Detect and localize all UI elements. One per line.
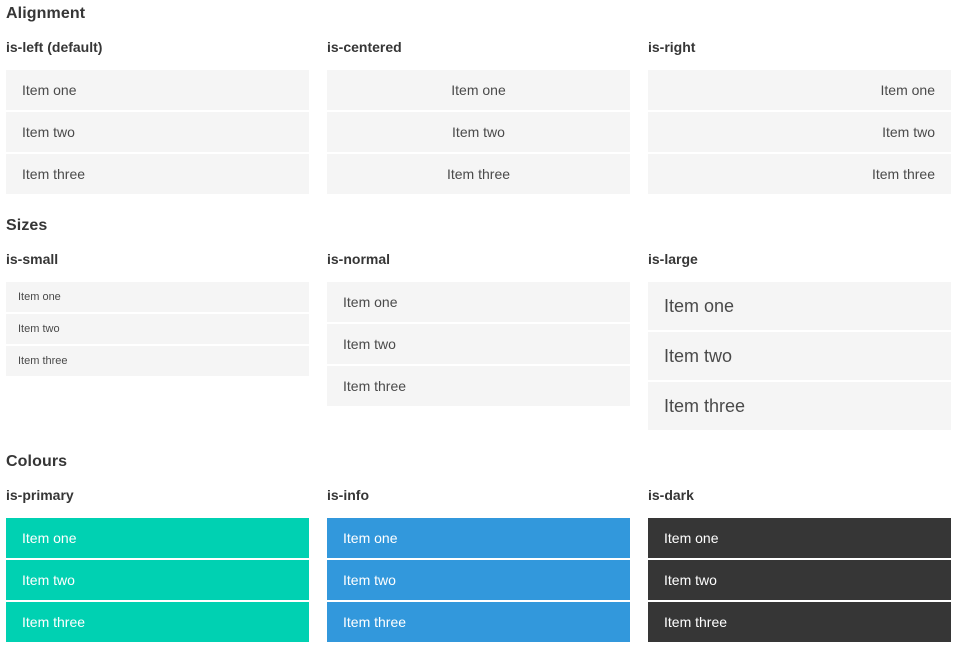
section-colours: Colours is-primary Item one Item two Ite… [6,452,951,642]
list-group-right: is-right Item one Item two Item three [648,39,951,194]
item-list-left: Item one Item two Item three [6,70,309,194]
section-title: Sizes [6,217,48,234]
list-group-centered: is-centered Item one Item two Item three [327,39,630,194]
section-title: Alignment [6,5,86,22]
section-columns: is-left (default) Item one Item two Item… [6,39,951,194]
item-list-primary: Item one Item two Item three [6,518,309,642]
list-item: Item one [648,70,951,110]
list-item: Item three [327,154,630,194]
item-list-info: Item one Item two Item three [327,518,630,642]
group-label: is-normal [327,251,391,267]
list-item: Item two [6,560,309,600]
list-item: Item two [327,324,630,364]
list-item: Item three [648,154,951,194]
list-item: Item one [327,518,630,558]
list-group-left: is-left (default) Item one Item two Item… [6,39,309,194]
list-item: Item one [327,282,630,322]
list-item: Item two [6,314,309,344]
sections-container: Alignment is-left (default) Item one Ite… [6,4,951,642]
list-item: Item two [327,112,630,152]
list-item: Item two [6,112,309,152]
list-item: Item three [6,602,309,642]
list-item: Item two [327,560,630,600]
list-item: Item one [6,282,309,312]
list-group-primary: is-primary Item one Item two Item three [6,487,309,642]
list-item: Item two [648,112,951,152]
list-group-info: is-info Item one Item two Item three [327,487,630,642]
list-group-small: is-small Item one Item two Item three [6,251,309,376]
section-columns: is-primary Item one Item two Item three … [6,487,951,642]
list-item: Item one [648,282,951,330]
item-list-normal: Item one Item two Item three [327,282,630,406]
item-list-centered: Item one Item two Item three [327,70,630,194]
section-alignment: Alignment is-left (default) Item one Ite… [6,4,951,194]
list-item: Item two [648,332,951,380]
item-list-dark: Item one Item two Item three [648,518,951,642]
list-item: Item three [648,602,951,642]
section-sizes: Sizes is-small Item one Item two Item th… [6,216,951,430]
item-list-large: Item one Item two Item three [648,282,951,430]
list-item: Item three [327,366,630,406]
section-columns: is-small Item one Item two Item three is… [6,251,951,430]
list-item: Item one [6,518,309,558]
list-group-large: is-large Item one Item two Item three [648,251,951,430]
list-item: Item three [6,154,309,194]
list-group-dark: is-dark Item one Item two Item three [648,487,951,642]
item-list-right: Item one Item two Item three [648,70,951,194]
group-label: is-dark [648,487,694,503]
list-item: Item three [327,602,630,642]
group-label: is-large [648,251,698,267]
list-item: Item three [648,382,951,430]
group-label: is-centered [327,39,402,55]
group-label: is-info [327,487,369,503]
group-label: is-left (default) [6,39,103,55]
list-item: Item one [648,518,951,558]
list-item: Item three [6,346,309,376]
list-item: Item two [648,560,951,600]
group-label: is-right [648,39,696,55]
section-title: Colours [6,453,68,470]
list-group-normal: is-normal Item one Item two Item three [327,251,630,406]
list-item: Item one [6,70,309,110]
list-item: Item one [327,70,630,110]
group-label: is-primary [6,487,74,503]
group-label: is-small [6,251,59,267]
item-list-small: Item one Item two Item three [6,282,309,376]
